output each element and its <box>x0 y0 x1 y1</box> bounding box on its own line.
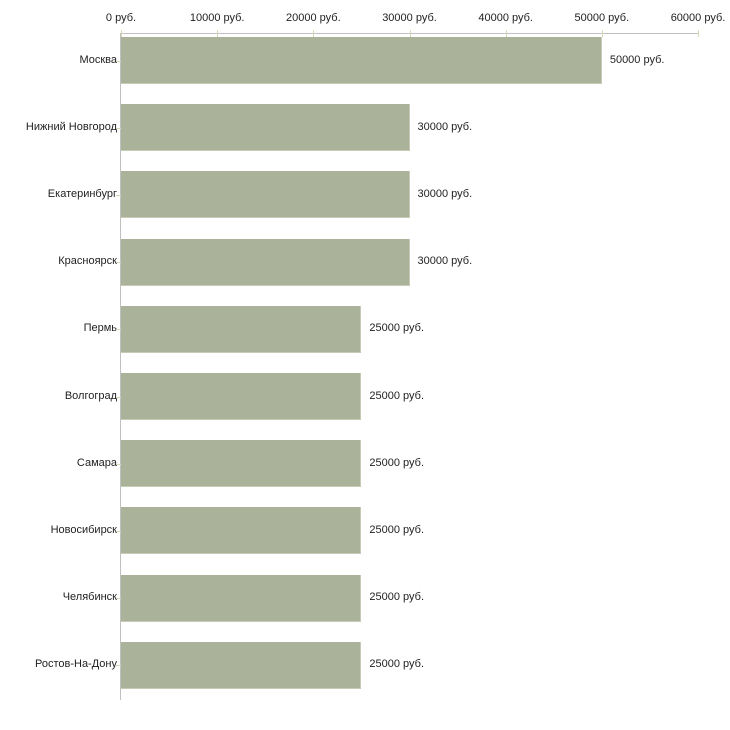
category-label: Новосибирск <box>50 523 117 536</box>
x-tick-label: 0 руб. <box>105 12 137 24</box>
category-label: Волгоград <box>64 389 117 402</box>
y-tick-mark <box>116 463 121 465</box>
bar <box>121 641 362 689</box>
category-label: Пермь <box>83 322 117 335</box>
category-label: Екатеринбург <box>47 187 117 200</box>
bar <box>121 104 410 152</box>
bar <box>121 171 410 219</box>
y-axis-line <box>120 33 121 700</box>
x-tick-mark <box>409 30 411 37</box>
x-tick-label: 10000 руб. <box>189 12 245 24</box>
x-tick-mark <box>217 30 219 37</box>
bar <box>121 373 362 420</box>
value-label: 25000 руб. <box>369 658 425 671</box>
x-tick-label: 20000 руб. <box>286 12 341 24</box>
x-tick-label: 50000 руб. <box>574 12 630 24</box>
y-tick-mark <box>116 60 121 62</box>
x-tick-mark <box>313 30 315 37</box>
y-tick-mark <box>116 598 121 600</box>
x-tick-mark <box>601 30 603 37</box>
y-tick-mark <box>116 665 121 667</box>
bar <box>121 574 362 622</box>
x-tick-label: 60000 руб. <box>670 12 726 24</box>
value-label: 25000 руб. <box>369 523 425 536</box>
y-tick-mark <box>116 530 121 532</box>
y-tick-mark <box>116 194 121 196</box>
y-tick-mark <box>116 127 121 129</box>
y-tick-mark <box>116 262 121 264</box>
x-tick-mark <box>505 30 507 37</box>
category-label: Нижний Новгород <box>25 120 117 133</box>
bar <box>121 440 362 488</box>
category-label: Москва <box>79 53 117 66</box>
y-tick-mark <box>116 329 121 331</box>
bar <box>121 507 362 555</box>
value-label: 30000 руб. <box>417 187 473 200</box>
category-label: Красноярск <box>58 255 117 268</box>
value-label: 30000 руб. <box>417 120 473 133</box>
value-label: 25000 руб. <box>369 389 425 402</box>
x-tick-label: 30000 руб. <box>382 12 437 24</box>
y-tick-mark <box>116 396 121 398</box>
value-label: 25000 руб. <box>369 456 425 469</box>
bar <box>121 37 602 84</box>
x-tick-mark <box>121 30 122 37</box>
bar <box>121 305 362 353</box>
category-label: Челябинск <box>62 591 117 604</box>
x-tick-label: 40000 руб. <box>478 12 533 24</box>
value-label: 25000 руб. <box>369 591 425 604</box>
bar <box>121 238 410 286</box>
category-label: Самара <box>76 456 117 469</box>
category-label: Ростов-На-Дону <box>34 658 117 671</box>
value-label: 25000 руб. <box>369 322 425 335</box>
value-label: 50000 руб. <box>609 53 665 66</box>
value-label: 30000 руб. <box>417 255 473 268</box>
x-tick-mark <box>698 30 699 37</box>
